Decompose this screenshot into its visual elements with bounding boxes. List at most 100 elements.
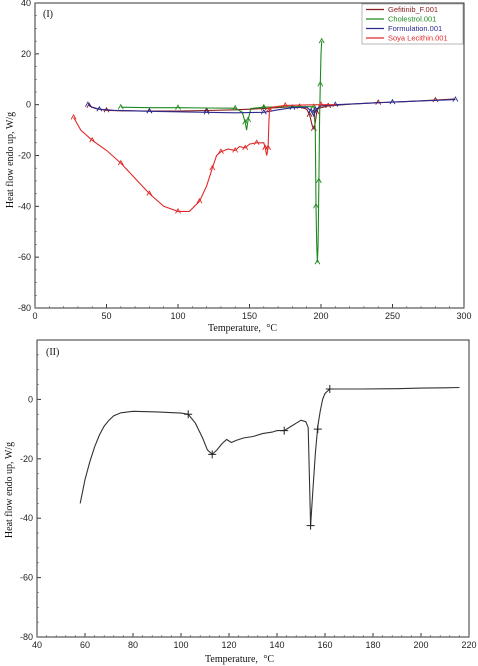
panel-2-ticks: 40 60 80 100 120 140 160 180 200 220 0 -20 -40 -60 -80 — [20, 339, 477, 650]
panel-1-y-tick-label: -60 — [18, 252, 31, 262]
panel-2-label: (II) — [46, 347, 59, 358]
panel-1-series-1-marker — [313, 202, 319, 209]
panel-1-series-3-marker — [318, 101, 324, 107]
panel-1-series-3-marker — [282, 102, 289, 108]
panel-2-y-axis-label: Heat flow endo up, W/g — [4, 442, 15, 538]
legend-entry-label: Gefitinib_F.001 — [388, 5, 438, 14]
panel-2-x-axis-label-text: Temperature, — [205, 654, 258, 665]
panel-2-x-axis-unit: °C — [263, 654, 274, 665]
panel-2-x-tick-label: 120 — [221, 640, 236, 650]
panel-2-x-tick-label: 200 — [413, 640, 428, 650]
panel-1-series-2-marker — [96, 105, 103, 112]
panel-1-x-axis-unit: °C — [266, 323, 277, 334]
panel-1-series-2-marker — [203, 108, 210, 115]
panel-2: 40 60 80 100 120 140 160 180 200 220 0 -20 -40 -60 -80… — [4, 339, 477, 665]
panel-1-plot-frame — [34, 2, 465, 309]
panel-1-legend: Gefitinib_F.001Cholestrol.001Formulation… — [361, 3, 464, 45]
panel-2-cross-marker — [208, 450, 217, 459]
panel-1-y-axis-label: Heat flow endo up, W/g — [5, 112, 16, 208]
panel-1-series-3-marker — [266, 106, 273, 112]
panel-2-x-tick-label: 220 — [461, 640, 476, 650]
panel-1-y-tick-label: -40 — [18, 201, 31, 211]
panel-1-x-tick-label: 300 — [456, 311, 471, 321]
panel-1-series-3-marker — [89, 136, 96, 143]
panel-2-series-lines — [79, 385, 460, 530]
panel-2-x-tick-label: 180 — [365, 640, 380, 650]
panel-2-x-tick-label: 160 — [317, 640, 332, 650]
panel-1-series-3-marker — [70, 113, 77, 120]
panel-2-cross-marker — [325, 385, 334, 394]
panel-1-y-tick-label: 0 — [26, 100, 31, 110]
panel-1-x-tick-label: 100 — [170, 311, 185, 321]
panel-2-x-axis-label: Temperature, °C — [205, 654, 274, 665]
panel-1-series-line-2 — [87, 99, 456, 118]
panel-1-legend-box — [361, 3, 464, 45]
panel-1-series-0-marker — [306, 111, 313, 118]
panel-1-series-2-marker — [146, 107, 153, 114]
panel-2-y-tick-label: -20 — [20, 454, 33, 464]
panel-2-cross-marker — [306, 521, 315, 530]
panel-1-label: (I) — [43, 9, 53, 20]
panel-2-x-tick-label: 80 — [128, 640, 138, 650]
panel-1-series-1-marker — [318, 37, 325, 44]
panel-1-series-2-marker — [389, 98, 396, 105]
panel-2-x-tick-label: 40 — [32, 640, 42, 650]
panel-1-series-3-marker — [232, 146, 239, 153]
panel-1-series-1-marker — [260, 103, 267, 110]
panel-2-cross-marker — [280, 426, 289, 435]
panel-1-series-lines — [70, 37, 459, 265]
panel-1-series-0-marker — [260, 105, 267, 111]
panel-2-x-tick-label: 140 — [269, 640, 284, 650]
panel-1-x-tick-label: 250 — [385, 311, 400, 321]
panel-1-series-1-marker — [242, 119, 249, 125]
panel-2-cross-marker — [313, 425, 322, 434]
panel-1-x-tick-label: 150 — [242, 311, 257, 321]
panel-1-series-3-marker — [218, 148, 224, 154]
panel-1-series-1-marker — [314, 258, 321, 265]
panel-1-series-0-marker — [103, 106, 110, 113]
panel-1-series-0-marker — [325, 102, 332, 109]
panel-2-y-tick-label: -40 — [20, 513, 33, 523]
panel-1-series-2-marker — [260, 108, 267, 115]
panel-1-series-3-marker — [175, 207, 181, 214]
panel-1-y-tick-label: -80 — [18, 303, 31, 313]
panel-1-x-tick-label: 50 — [101, 311, 111, 321]
panel-2-plot-frame — [36, 339, 470, 638]
panel-1-series-3-marker — [146, 190, 153, 196]
panel-1-series-line-3 — [73, 104, 336, 212]
panel-2-x-tick-label: 60 — [80, 640, 90, 650]
panel-1-series-1-marker — [315, 177, 322, 184]
panel-2-series-line-0 — [79, 386, 460, 526]
panel-1-series-line-0 — [89, 98, 455, 131]
panel-1-series-line-1 — [120, 41, 323, 263]
panel-1-series-2-marker — [312, 106, 319, 112]
panel-1-y-tick-label: -20 — [18, 151, 31, 161]
panel-1-series-1-marker — [175, 104, 181, 110]
panel-1-series-1-marker — [232, 104, 239, 111]
panel-1-series-1-marker — [117, 103, 124, 110]
legend-entry-label: Cholestrol.001 — [388, 15, 436, 24]
panel-1-x-axis-label: Temperature, °C — [208, 323, 277, 334]
panel-1-x-tick-label: 200 — [313, 311, 328, 321]
panel-2-y-tick-label: 0 — [28, 394, 33, 404]
panel-1-series-3-marker — [196, 197, 203, 204]
panel-1-y-tick-label: 20 — [21, 49, 31, 59]
panel-1-series-3-marker — [242, 144, 249, 151]
panel-2-y-tick-label: -60 — [20, 573, 33, 583]
legend-entry-label: Soya Lecithin.001 — [388, 34, 448, 43]
panel-2-x-tick-label: 100 — [173, 640, 188, 650]
panel-1-series-1-marker — [317, 80, 324, 87]
panel-2-y-tick-label: -80 — [20, 632, 33, 642]
panel-1-x-axis-label-text: Temperature, — [208, 323, 261, 334]
legend-entry-label: Formulation.001 — [388, 24, 442, 33]
panel-1-y-tick-label: 40 — [21, 0, 31, 8]
panel-1-series-2-marker — [85, 101, 91, 107]
panel-1-series-2-marker — [452, 96, 459, 102]
panel-1-x-tick-label: 0 — [32, 311, 37, 321]
panel-1-series-3-marker — [265, 144, 271, 151]
panel-1-series-3-marker — [209, 164, 216, 171]
panel-2-cross-marker — [184, 410, 193, 419]
